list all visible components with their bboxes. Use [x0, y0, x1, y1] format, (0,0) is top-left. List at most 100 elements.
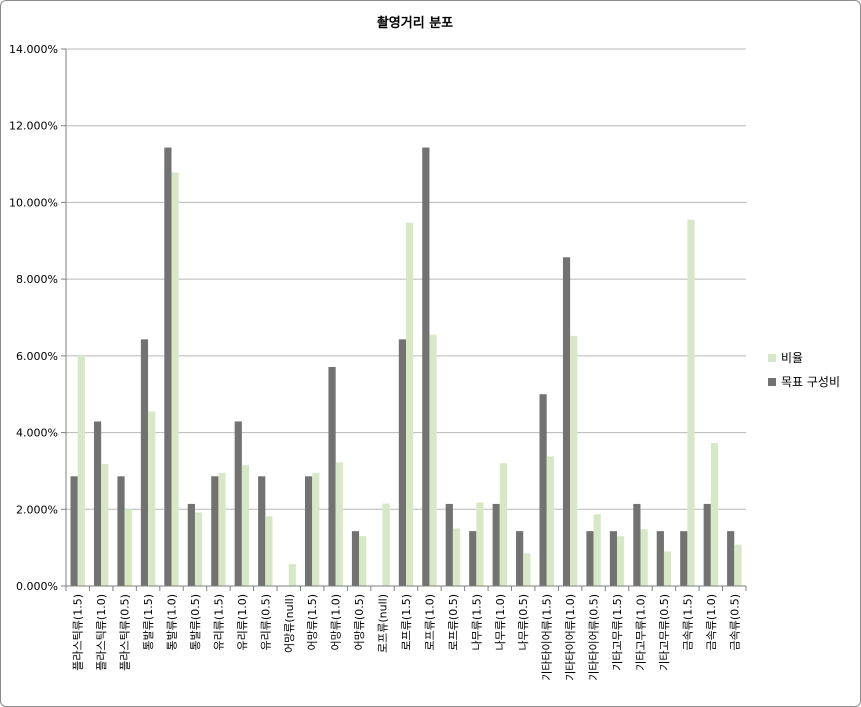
bar — [617, 536, 625, 586]
x-tick-label: 나무류(1.5) — [470, 594, 483, 650]
y-tick-label: 10.000% — [9, 196, 58, 209]
x-tick-label: 로프류(1.0) — [423, 594, 436, 650]
axes — [61, 48, 747, 591]
bar — [640, 529, 648, 586]
y-tick-label: 0.000% — [16, 580, 58, 593]
bar — [101, 464, 109, 586]
bar — [469, 531, 477, 586]
x-tick-label: 금속류(0.5) — [728, 594, 741, 650]
x-tick-label: 나무류(1.0) — [494, 594, 507, 650]
x-tick-label: 로프류(0.5) — [447, 594, 460, 650]
y-tick-label: 14.000% — [9, 43, 58, 56]
bar — [382, 503, 390, 586]
legend-label: 비율 — [781, 351, 803, 365]
bar — [546, 456, 554, 586]
bar — [663, 551, 672, 586]
x-tick-label: 통발류(1.5) — [142, 594, 155, 650]
bar — [93, 421, 102, 586]
bar — [570, 335, 578, 586]
bar — [328, 366, 336, 586]
legend-label: 목표 구성비 — [781, 375, 840, 389]
bar — [593, 514, 601, 586]
bar — [476, 502, 484, 586]
bar — [194, 512, 203, 586]
x-tick-label: 통발류(1.0) — [166, 594, 179, 650]
bar — [499, 463, 507, 586]
bar — [516, 531, 524, 586]
x-tick-label: 통발류(0.5) — [189, 594, 202, 650]
bar — [218, 472, 226, 586]
bar — [164, 147, 172, 586]
bar — [445, 503, 453, 586]
bar — [406, 222, 414, 586]
x-tick-label: 금속류(1.0) — [705, 594, 718, 650]
x-tick-label: 유리류(0.5) — [259, 594, 272, 650]
bar — [171, 172, 179, 586]
y-tick-label: 2.000% — [16, 503, 58, 516]
bar — [710, 442, 719, 586]
bar — [398, 339, 406, 586]
y-tick-label: 6.000% — [16, 350, 58, 363]
bar — [117, 476, 125, 586]
x-tick-label: 어망류(null) — [283, 594, 296, 653]
x-tick-label: 어망류(1.5) — [306, 594, 319, 650]
x-tick-label: 로프류(null) — [377, 594, 390, 653]
bar — [234, 421, 242, 586]
bar — [562, 257, 571, 586]
bar — [359, 536, 367, 586]
bar — [258, 476, 266, 586]
bar — [586, 531, 594, 586]
x-tick-label: 기타타이어류(1.0) — [564, 594, 577, 681]
bar — [241, 465, 250, 586]
x-tick-label: 어망류(1.0) — [330, 594, 343, 650]
bar — [305, 476, 313, 586]
bar — [609, 531, 618, 586]
x-tick-label: 플라스틱류(0.5) — [119, 594, 132, 671]
x-tick-label: 유리류(1.0) — [236, 594, 249, 650]
x-tick-label: 유리류(1.5) — [212, 594, 225, 650]
bar — [633, 503, 641, 586]
legend-swatch — [768, 354, 776, 362]
y-tick-label: 4.000% — [16, 427, 58, 440]
x-tick-label: 기타고무류(1.0) — [634, 594, 647, 671]
bar — [523, 553, 531, 586]
bar — [77, 355, 85, 586]
x-tick-label: 어망류(0.5) — [353, 594, 366, 650]
bar — [687, 219, 695, 587]
x-tick-label: 나무류(0.5) — [517, 594, 530, 650]
bar — [429, 334, 437, 586]
bar — [734, 544, 742, 586]
x-tick-label: 로프류(1.5) — [400, 594, 413, 650]
gridlines — [66, 48, 746, 510]
legend-swatch — [768, 378, 776, 386]
bar — [351, 531, 360, 586]
bar — [727, 531, 735, 586]
bar — [124, 509, 132, 586]
y-tick-label: 12.000% — [9, 120, 58, 133]
bar — [656, 531, 664, 586]
bar — [539, 394, 547, 586]
x-tick-label: 기타타이어류(1.5) — [541, 594, 554, 681]
x-tick-label: 기타고무류(0.5) — [658, 594, 671, 671]
bar — [288, 564, 296, 586]
bar — [422, 147, 430, 586]
bar — [492, 503, 500, 586]
bar — [148, 411, 156, 586]
chart-title: 촬영거리 분포 — [377, 15, 453, 31]
x-tick-label: 플라스틱류(1.5) — [72, 594, 85, 671]
bar — [187, 503, 195, 586]
bar — [703, 503, 711, 586]
y-tick-label: 8.000% — [16, 273, 58, 286]
bar — [452, 528, 461, 586]
bars — [70, 147, 742, 587]
bar — [312, 472, 320, 586]
bar — [265, 516, 273, 586]
bar — [680, 531, 688, 586]
bar — [140, 339, 149, 586]
bar — [211, 476, 219, 586]
x-axis-tick-labels: 플라스틱류(1.5) 플라스틱류(1.0) 플라스틱류(0.5) 통발류(1.5) 통발… — [72, 594, 742, 681]
x-tick-label: 기타고무류(1.5) — [611, 594, 624, 671]
x-tick-label: 플라스틱류(1.0) — [95, 594, 108, 671]
